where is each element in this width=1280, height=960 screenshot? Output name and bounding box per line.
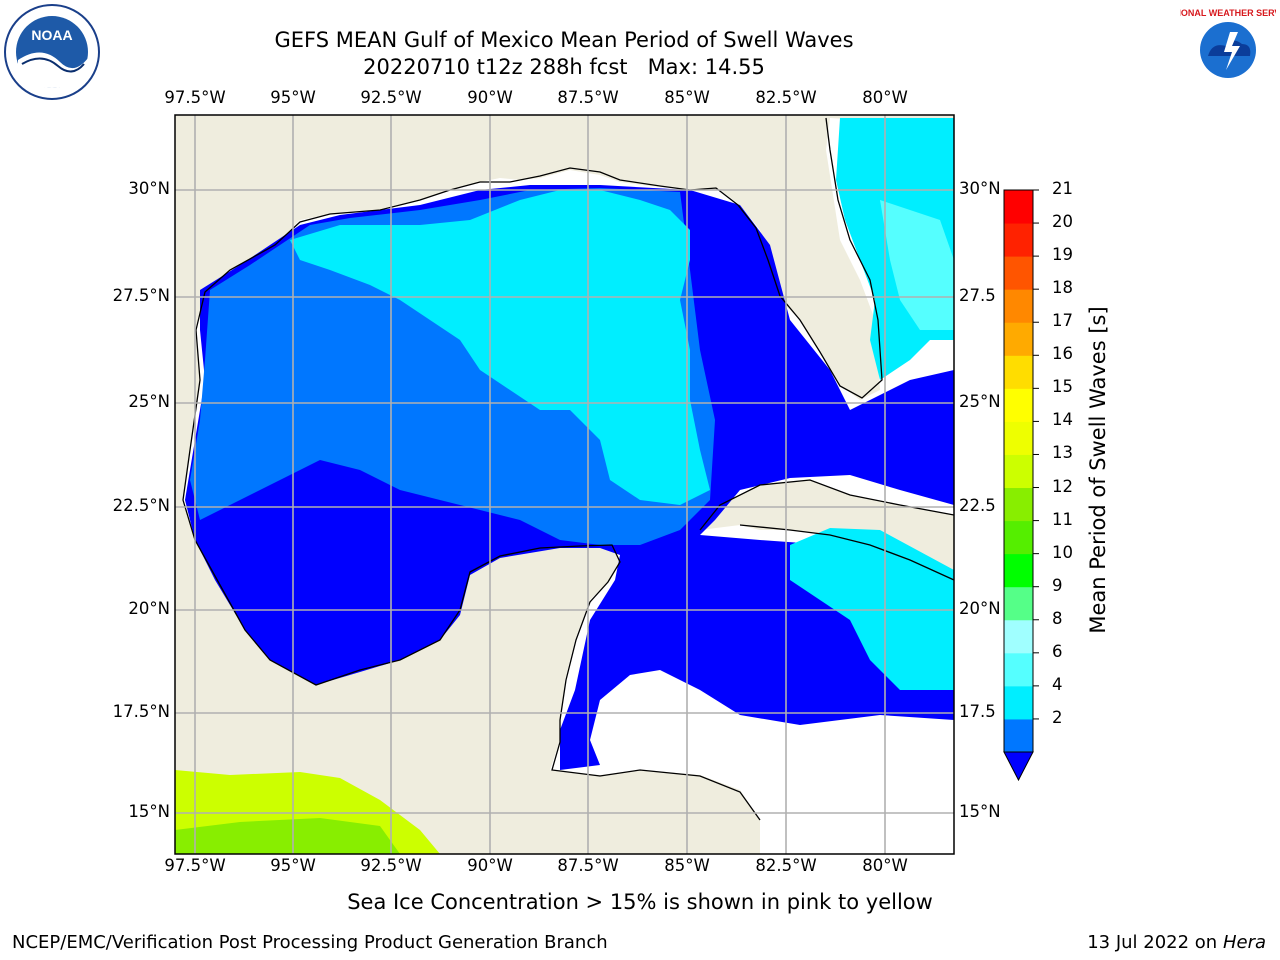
lat-tick-label: 25°N: [959, 392, 1001, 411]
max-value: Max: 14.55: [647, 55, 765, 79]
colorbar-tick-label: 20: [1052, 212, 1073, 232]
lon-tick-label: 82.5°W: [755, 856, 817, 875]
lon-tick-label: 87.5°W: [557, 856, 619, 875]
colorbar-tick-label: 4: [1052, 674, 1063, 694]
colorbar-swatch: [1004, 190, 1033, 224]
svg-text:NOAA: NOAA: [31, 27, 72, 43]
lon-tick-label: 97.5°W: [164, 88, 226, 107]
lat-tick-label: 22.5°N: [112, 496, 170, 515]
lat-tick-label: 25°N: [128, 392, 170, 411]
lon-tick-label: 87.5°W: [557, 88, 619, 107]
lon-tick-label: 92.5°W: [360, 88, 422, 107]
lon-tick-label: 95°W: [270, 88, 316, 107]
colorbar-swatch: [1004, 718, 1033, 753]
colorbar-swatch: [1004, 520, 1033, 555]
coastline-cuba: [699, 479, 954, 581]
lon-tick-label: 85°W: [664, 856, 710, 875]
colorbar-label: Mean Period of Swell Waves [s]: [1086, 306, 1110, 634]
lon-tick-label: 97.5°W: [164, 856, 226, 875]
lon-tick-label: 92.5°W: [360, 856, 422, 875]
colorbar-swatch: [1004, 322, 1033, 356]
lon-tick-label: 85°W: [664, 88, 710, 107]
run-info: 20220710 t12z 288h fcst: [363, 55, 628, 79]
lat-tick-label: 30°N: [959, 179, 1001, 198]
lat-tick-label: 30°N: [128, 179, 170, 198]
lon-tick-label: 95°W: [270, 856, 316, 875]
map-frame: [174, 114, 955, 855]
colorbar-tick-label: 17: [1052, 311, 1073, 331]
lat-tick-label: 22.5: [959, 496, 996, 515]
lat-tick-label: 17.5°N: [112, 702, 170, 721]
colorbar-tick-label: 16: [1052, 344, 1073, 364]
caption: Sea Ice Concentration > 15% is shown in …: [347, 890, 933, 914]
lon-tick-label: 80°W: [862, 88, 908, 107]
map-area: [175, 115, 954, 854]
lon-tick-label: 82.5°W: [755, 88, 817, 107]
colorbar-tick-label: 21: [1052, 179, 1073, 198]
colorbar-tick-label: 14: [1052, 410, 1073, 430]
swell-6-8-caribbean: [790, 528, 954, 690]
colorbar-tick-label: 10: [1052, 542, 1073, 562]
lat-tick-label: 27.5: [959, 286, 996, 305]
colorbar-tick-label: 19: [1052, 245, 1073, 265]
chart-subtitle: 20220710 t12z 288h fcst Max: 14.55: [0, 54, 1128, 80]
lon-tick-label: 80°W: [862, 856, 908, 875]
colorbar-swatch: [1004, 289, 1033, 323]
colorbar-swatch: [1004, 256, 1033, 290]
land-north: [175, 115, 954, 854]
colorbar-tick-label: 6: [1052, 641, 1063, 661]
swell-6-8: [290, 190, 710, 505]
colorbar-tick-label: 12: [1052, 476, 1073, 496]
lat-tick-label: 15°N: [959, 802, 1001, 821]
host-name: Hera: [1222, 932, 1266, 953]
lon-tick-label: 90°W: [467, 88, 513, 107]
colorbar: [1003, 189, 1039, 782]
credit: NCEP/EMC/Verification Post Processing Pr…: [12, 932, 608, 953]
colorbar-swatch: [1004, 553, 1033, 588]
colorbar-swatch: [1004, 223, 1033, 257]
colorbar-swatch: [1004, 487, 1033, 522]
svg-text:NATIONAL WEATHER SERVICE: NATIONAL WEATHER SERVICE: [1180, 8, 1276, 18]
colorbar-swatch: [1004, 586, 1033, 621]
nws-logo: NATIONAL WEATHER SERVICE: [1161, 2, 1280, 98]
colorbar-swatch: [1004, 685, 1033, 720]
colorbar-swatch: [1004, 355, 1033, 389]
colorbar-tick-label: 18: [1052, 278, 1073, 298]
colorbar-tick-label: 8: [1052, 608, 1063, 628]
lat-tick-label: 17.5: [959, 702, 996, 721]
colorbar-frame: [1003, 189, 1034, 753]
swell-12-13: [175, 818, 400, 854]
date-text: 13 Jul 2022 on: [1087, 932, 1223, 953]
gridlines: [175, 115, 954, 854]
colorbar-swatch: [1004, 421, 1033, 455]
colorbar-swatch: [1004, 454, 1033, 489]
coastline-gulf: [182, 117, 883, 821]
colorbar-extend-triangle: [1003, 751, 1034, 782]
date-stamp: 13 Jul 2022 on Hera: [1087, 932, 1266, 953]
colorbar-tick-label: 15: [1052, 377, 1073, 397]
colorbar-swatch: [1004, 388, 1033, 422]
colorbar-tick-label: 9: [1052, 575, 1063, 595]
colorbar-tick-label: 11: [1052, 509, 1073, 529]
colorbar-swatch: [1004, 652, 1033, 687]
colorbar-swatch: [1004, 619, 1033, 654]
lat-tick-label: 20°N: [128, 599, 170, 618]
lat-tick-label: 20°N: [959, 599, 1001, 618]
noaa-logo: NOAA: [2, 2, 102, 102]
colorbar-tick-label: 13: [1052, 443, 1073, 463]
lat-tick-label: 15°N: [128, 802, 170, 821]
lat-tick-label: 27.5°N: [112, 286, 170, 305]
lon-tick-label: 90°W: [467, 856, 513, 875]
colorbar-tick-label: 2: [1052, 707, 1063, 727]
chart-title: GEFS MEAN Gulf of Mexico Mean Period of …: [274, 28, 854, 52]
